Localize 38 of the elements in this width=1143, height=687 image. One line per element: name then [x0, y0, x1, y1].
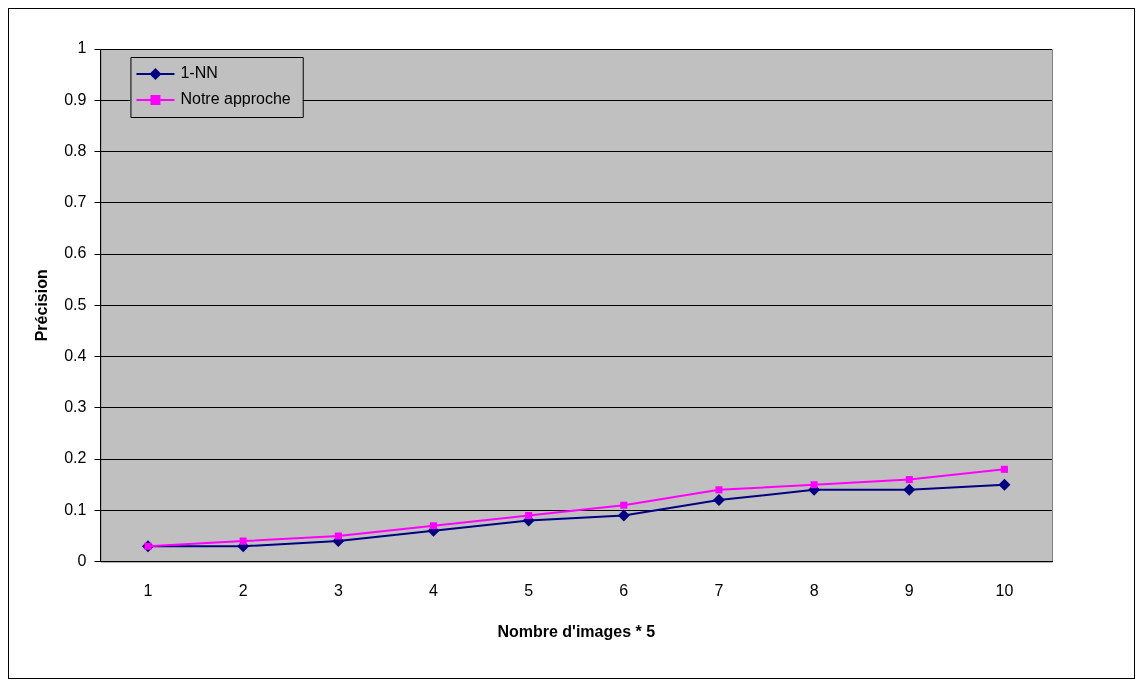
point: [998, 478, 1011, 491]
point: [810, 481, 818, 489]
point: [1000, 465, 1008, 473]
point: [905, 476, 913, 484]
point: [525, 511, 533, 519]
x-tick-label: 8: [809, 581, 819, 599]
legend-label: Notre approche: [180, 90, 291, 108]
y-tick-label: 0.5: [64, 295, 87, 313]
point: [715, 486, 723, 494]
x-tick-label: 5: [524, 581, 534, 599]
y-tick-label: 0.7: [64, 193, 87, 211]
x-axis-title: Nombre d'images * 5: [497, 622, 656, 640]
y-tick-label: 0.6: [64, 244, 87, 262]
y-tick-label: 0.1: [64, 500, 87, 518]
point: [903, 483, 916, 496]
y-tick-label: 0.8: [64, 141, 87, 159]
x-tick-label: 7: [714, 581, 724, 599]
x-tick-label: 4: [429, 581, 439, 599]
x-tick-label: 3: [333, 581, 343, 599]
x-tick-label: 1: [143, 581, 153, 599]
y-tick-label: 0: [77, 552, 87, 570]
legend-label: 1-NN: [180, 64, 218, 82]
point: [617, 509, 630, 522]
y-tick-label: 0.3: [64, 398, 87, 416]
point: [712, 494, 725, 507]
x-tick-label: 10: [995, 581, 1014, 599]
point: [239, 537, 247, 545]
y-tick-label: 1: [77, 39, 87, 57]
y-tick-label: 0.9: [64, 90, 87, 108]
x-tick-label: 6: [619, 581, 629, 599]
y-tick-label: 0.4: [64, 346, 87, 364]
point: [429, 522, 438, 530]
point: [334, 532, 342, 540]
x-tick-label: 2: [238, 581, 248, 599]
point: [620, 501, 628, 509]
x-tick-label: 9: [904, 581, 914, 599]
y-axis-title: Précision: [33, 269, 51, 342]
y-tick-label: 0.2: [64, 449, 87, 467]
